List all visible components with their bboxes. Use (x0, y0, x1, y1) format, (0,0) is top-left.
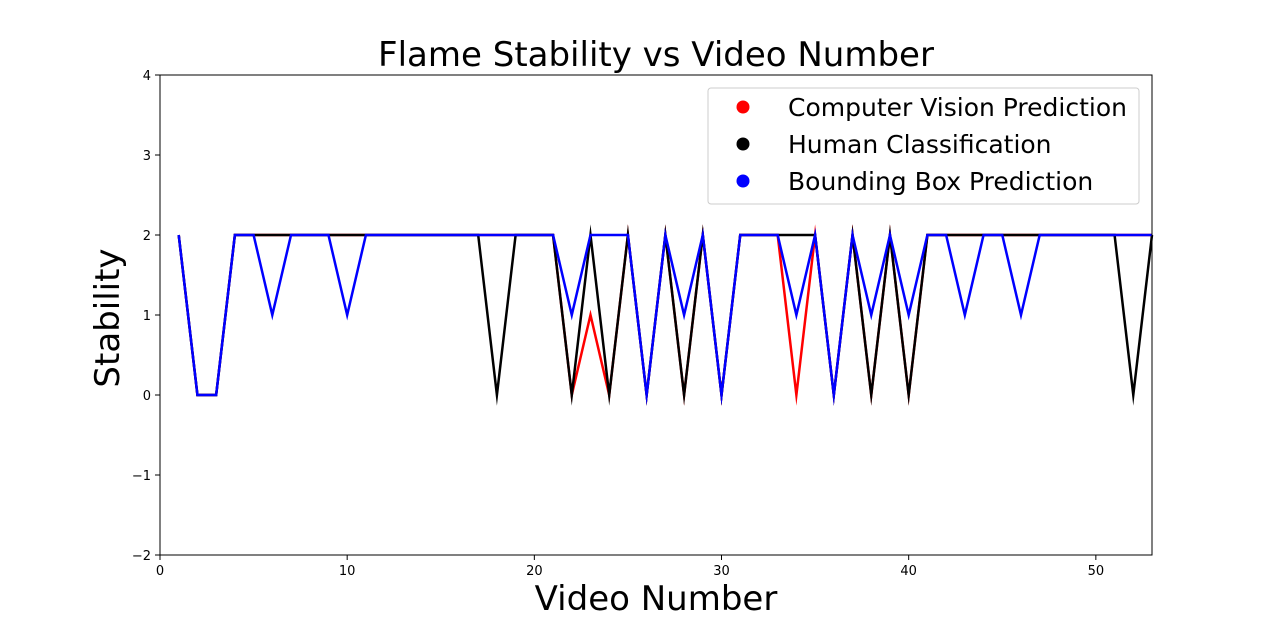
y-tick-label: −2 (132, 549, 151, 564)
series-layer (177, 224, 1154, 406)
y-axis: −2 −1 0 1 2 3 4 (132, 69, 160, 564)
legend-marker-0 (736, 100, 750, 114)
legend-marker-1 (736, 137, 750, 151)
series-line-1 (177, 224, 1154, 406)
legend-frame (707, 87, 1140, 205)
y-tick-label: 1 (143, 309, 151, 324)
x-tick-label: 50 (1088, 564, 1105, 579)
x-tick-label: 30 (713, 564, 730, 579)
legend: Computer Vision Prediction Human Classifi… (707, 87, 1140, 205)
legend-marker-2 (736, 174, 750, 188)
x-tick-label: 20 (526, 564, 543, 579)
x-tick-label: 40 (900, 564, 917, 579)
x-axis: 0 10 20 30 40 50 (156, 555, 1104, 579)
legend-label-0: Computer Vision Prediction (788, 93, 1127, 122)
y-axis-label: Stability (88, 248, 128, 387)
y-tick-label: 3 (143, 149, 151, 164)
chart-title: Flame Stability vs Video Number (378, 35, 934, 75)
y-tick-label: 0 (143, 389, 151, 404)
y-tick-label: −1 (132, 469, 151, 484)
x-axis-label: Video Number (535, 579, 778, 619)
y-tick-label: 2 (143, 229, 151, 244)
legend-label-1: Human Classification (788, 130, 1052, 159)
series-line-2 (177, 227, 1152, 406)
legend-items: Computer Vision Prediction Human Classifi… (736, 93, 1127, 196)
x-tick-label: 0 (156, 564, 164, 579)
series-line-0 (177, 224, 1152, 406)
legend-label-2: Bounding Box Prediction (788, 167, 1093, 196)
y-tick-label: 4 (143, 69, 151, 84)
x-tick-label: 10 (339, 564, 356, 579)
